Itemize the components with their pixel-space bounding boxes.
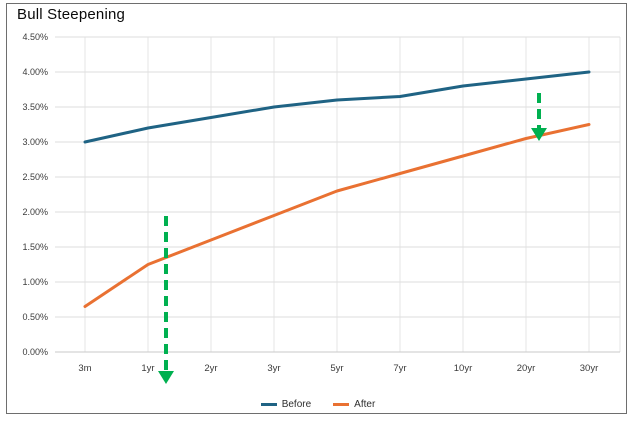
x-axis-tick-label: 2yr: [204, 363, 218, 374]
legend-swatch-icon: [333, 402, 350, 406]
y-axis-tick-label: 2.50%: [22, 172, 48, 182]
legend-label: After: [354, 398, 376, 410]
legend-swatch-icon: [260, 402, 277, 406]
y-axis-tick-label: 3.00%: [22, 137, 48, 147]
shift-arrow-head: [158, 371, 174, 384]
x-axis-tick-label: 1yr: [141, 363, 155, 374]
x-axis-tick-label: 7yr: [393, 363, 407, 374]
y-axis-tick-label: 0.50%: [22, 312, 48, 322]
y-axis-tick-label: 4.00%: [22, 67, 48, 77]
chart-title: Bull Steepening: [17, 6, 126, 23]
y-axis-tick-label: 2.00%: [22, 207, 48, 217]
x-axis-tick-label: 3m: [78, 363, 92, 374]
x-axis-tick-label: 20yr: [516, 363, 536, 374]
legend-item-after: After: [333, 399, 375, 410]
shift-arrow-head: [531, 128, 547, 141]
series-line-before: [83, 70, 591, 144]
x-axis-tick-label: 30yr: [579, 363, 599, 374]
y-axis-tick-label: 0.00%: [22, 347, 48, 357]
x-axis-tick-label: 5yr: [330, 363, 344, 374]
legend-item-before: Before: [260, 398, 312, 410]
y-axis-tick-label: 3.50%: [22, 102, 48, 112]
x-axis-tick-label: 3yr: [267, 363, 281, 374]
series-line-after: [83, 123, 591, 308]
y-axis-tick-label: 4.50%: [22, 32, 48, 42]
chart-legend: Before After: [0, 396, 636, 412]
y-axis-tick-label: 1.50%: [22, 242, 48, 252]
legend-label: Before: [281, 398, 312, 410]
x-axis-tick-label: 10yr: [453, 363, 473, 374]
y-axis-tick-label: 1.00%: [22, 277, 48, 287]
